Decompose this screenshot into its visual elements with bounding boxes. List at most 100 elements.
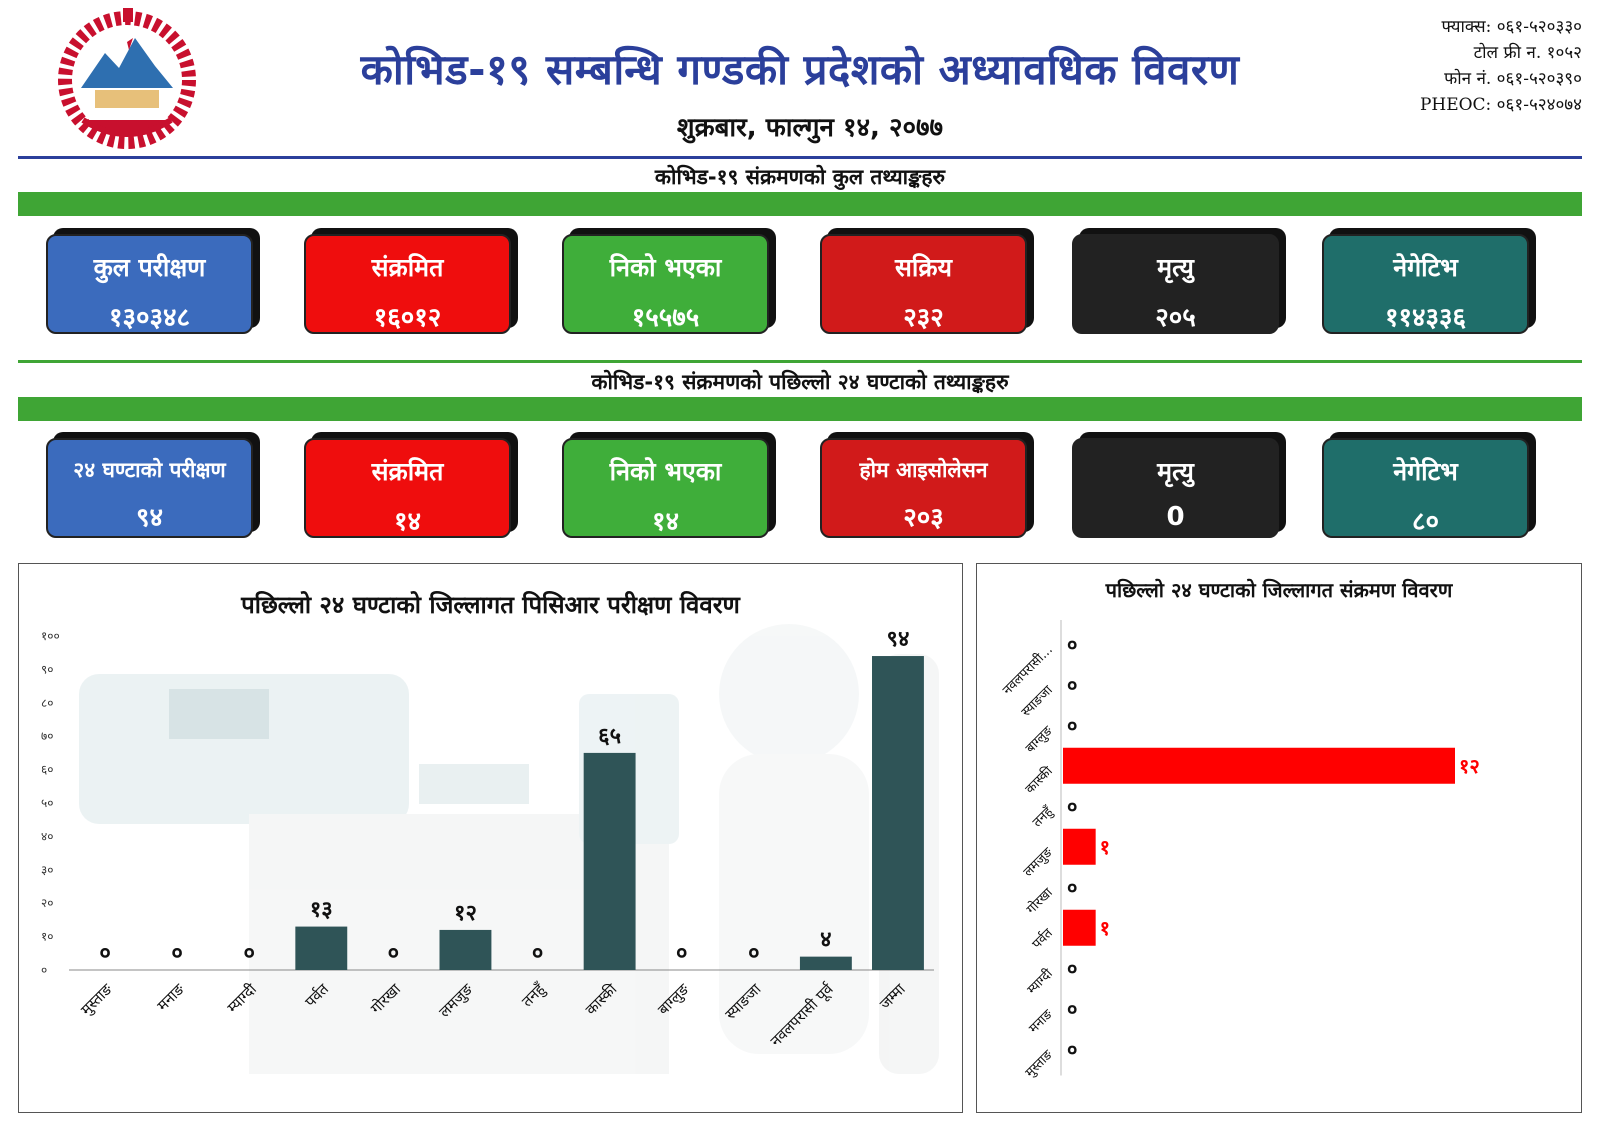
data-label: ०: [676, 941, 687, 966]
data-label: ०: [1067, 997, 1077, 1021]
bar-5: [1063, 828, 1096, 865]
y-tick-label: मुस्ताङ: [1023, 1047, 1057, 1081]
card-label: संक्रमित: [371, 253, 444, 282]
card-value: १४: [393, 507, 422, 537]
report-date: शुक्रबार, फाल्गुन १४, २०७७: [676, 113, 944, 143]
total-recovered-card: निको भएका १५५७५: [562, 234, 769, 334]
total-tests-card: कुल परीक्षण १३०३४८: [46, 234, 253, 334]
y-tick-label: ८०: [41, 696, 53, 710]
card-value: २०३: [903, 503, 944, 533]
bar-7: [583, 752, 636, 970]
card-label: मृत्यु: [1157, 457, 1194, 486]
toll-free-number: टोल फ्री न. १०५२: [1473, 43, 1582, 63]
y-tick-label: तनहुँ: [1029, 803, 1057, 831]
x-tick-label: मनाङ: [153, 980, 188, 1015]
card-value: १६०१२: [373, 303, 442, 333]
pcr-test-bar-chart: ०१०२०३०४०५०६०७०८०९०१०००मुस्ताङ०मनाङ०म्या…: [41, 624, 939, 1074]
contact-info: फ्याक्स: ०६१-५२०३३० टोल फ्री न. १०५२ फोन…: [1420, 14, 1582, 118]
last24-deaths-card: मृत्यु 0: [1072, 438, 1279, 538]
y-tick-label: १००: [41, 629, 60, 643]
total-infected-card: संक्रमित १६०१२: [304, 234, 511, 334]
y-tick-label: ४०: [41, 829, 53, 843]
data-label: ४: [820, 928, 831, 953]
last24-section-band: [18, 397, 1582, 421]
card-value: १३०३४८: [108, 303, 191, 333]
data-label: ०: [1067, 713, 1077, 737]
total-section-heading: कोभिड-१९ संक्रमणको कुल तथ्याङ्कहरु: [654, 165, 946, 189]
card-value: ११४३३६: [1384, 303, 1467, 333]
data-label: १२: [454, 901, 477, 926]
card-value: २३२: [903, 303, 944, 333]
bar-7: [1063, 909, 1096, 946]
pheoc-number: PHEOC: ०६१-५२४०७४: [1419, 95, 1582, 115]
bar-10: [799, 956, 852, 970]
total-deaths-card: मृत्यु २०५: [1072, 234, 1279, 334]
card-value: २०५: [1155, 303, 1196, 333]
y-tick-label: ९०: [41, 662, 53, 676]
last24-recovered-card: निको भएका १४: [562, 438, 769, 538]
total-negative-card: नेगेटिभ ११४३३६: [1322, 234, 1529, 334]
card-value: १४: [651, 507, 680, 537]
card-label: मृत्यु: [1157, 253, 1194, 282]
pcr-test-chart-panel: पछिल्लो २४ घण्टाको जिल्लागत पिसिआर परीक्…: [18, 563, 963, 1113]
data-label: १२: [1459, 754, 1480, 778]
total-active-card: सक्रिय २३२: [820, 234, 1027, 334]
y-tick-label: ३०: [41, 863, 53, 877]
y-tick-label: ५०: [41, 796, 53, 810]
card-label: कुल परीक्षण: [93, 253, 206, 282]
card-value: 0: [1166, 502, 1185, 532]
data-label: ०: [1067, 794, 1077, 818]
nepal-emblem-logo: [45, 8, 210, 153]
data-label: ०: [1067, 632, 1077, 656]
bar-5: [439, 929, 492, 970]
y-tick-label: बाग्लुङ: [1023, 723, 1056, 756]
card-value: ८०: [1411, 507, 1440, 537]
card-label: निको भएका: [609, 457, 722, 486]
data-label: ०: [1067, 956, 1077, 980]
x-tick-label: मुस्ताङ: [77, 980, 117, 1020]
data-label: ०: [1067, 673, 1077, 697]
card-value: १५५७५: [631, 303, 700, 333]
data-label: ०: [99, 941, 110, 966]
y-tick-label: ७०: [41, 729, 53, 743]
bar-3: [1063, 747, 1455, 784]
y-tick-label: लमजुङ: [1021, 844, 1057, 880]
fax-number: फ्याक्स: ०६१-५२०३३०: [1441, 17, 1583, 37]
bar-11: [872, 656, 924, 970]
y-tick-label: २०: [41, 896, 53, 910]
y-tick-label: पर्वत: [1029, 925, 1056, 952]
data-label: १: [1100, 835, 1110, 859]
data-label: ०: [243, 941, 254, 966]
card-label: सक्रिय: [894, 253, 953, 282]
bar-3: [295, 926, 348, 970]
last24-home-isolation-card: होम आइसोलेसन २०३: [820, 438, 1027, 538]
page-title: कोभिड-१९ सम्बन्धि गण्डकी प्रदेशको अध्याव…: [360, 45, 1240, 94]
card-label: नेगेटिभ: [1393, 457, 1458, 486]
last24-tests-card: २४ घण्टाको परीक्षण ९४: [46, 438, 253, 538]
section-divider: [18, 360, 1582, 363]
y-tick-label: १०: [41, 930, 53, 944]
y-tick-label: म्याग्दी: [1024, 965, 1056, 997]
infection-chart-title: पछिल्लो २४ घण्टाको जिल्लागत संक्रमण विवर…: [1105, 578, 1453, 602]
pcr-chart-title: पछिल्लो २४ घण्टाको जिल्लागत पिसिआर परीक्…: [241, 591, 740, 619]
card-label: नेगेटिभ: [1393, 253, 1458, 282]
y-tick-label: ६०: [41, 763, 53, 777]
data-label: १३: [310, 898, 333, 923]
data-label: ०: [532, 941, 543, 966]
total-section-band: [18, 192, 1582, 216]
card-label: होम आइसोलेसन: [859, 458, 988, 482]
data-label: ०: [1067, 875, 1077, 899]
data-label: ०: [1067, 1037, 1077, 1061]
header-divider: [18, 156, 1582, 159]
y-tick-label: गोरखा: [1023, 884, 1056, 917]
y-tick-label: मनाङ: [1026, 1006, 1056, 1036]
card-label: निको भएका: [609, 253, 722, 282]
data-label: ०: [388, 941, 399, 966]
data-label: ९४: [887, 627, 910, 652]
last24-negative-card: नेगेटिभ ८०: [1322, 438, 1529, 538]
data-label: ०: [748, 941, 759, 966]
phone-number: फोन नं. ०६१-५२०३९०: [1444, 69, 1582, 89]
card-label: संक्रमित: [371, 457, 444, 486]
card-label: २४ घण्टाको परीक्षण: [73, 458, 226, 482]
